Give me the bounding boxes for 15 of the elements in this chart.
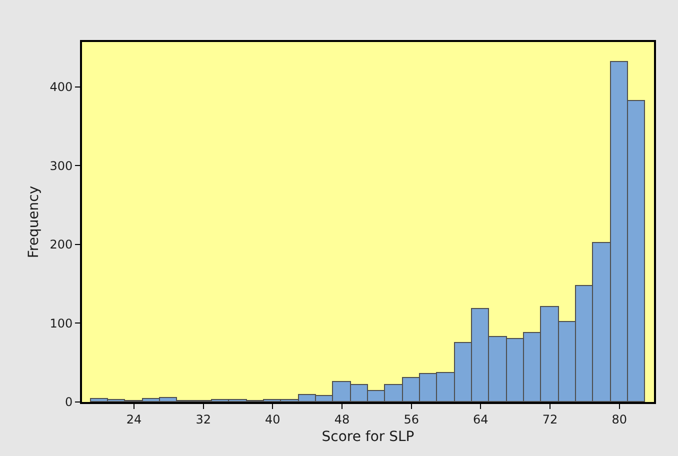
y-tick-label: 100 xyxy=(50,316,73,330)
x-tick-label: 48 xyxy=(334,412,350,426)
x-tick-label: 24 xyxy=(126,412,142,426)
x-tick-label: 32 xyxy=(196,412,211,426)
x-tick-label: 80 xyxy=(612,412,627,426)
y-tick-label: 300 xyxy=(50,158,73,173)
x-axis-title: Score for SLP xyxy=(322,429,414,446)
y-axis-title: Frequency xyxy=(26,186,42,258)
x-tick-label: 64 xyxy=(473,412,488,426)
y-tick-label: 0 xyxy=(64,395,73,410)
x-tick-label: 72 xyxy=(542,412,558,426)
x-tick-label: 40 xyxy=(265,412,280,426)
y-tick-label: 200 xyxy=(50,238,73,252)
x-tick-label: 56 xyxy=(404,412,419,426)
y-tick-label: 400 xyxy=(50,80,73,94)
